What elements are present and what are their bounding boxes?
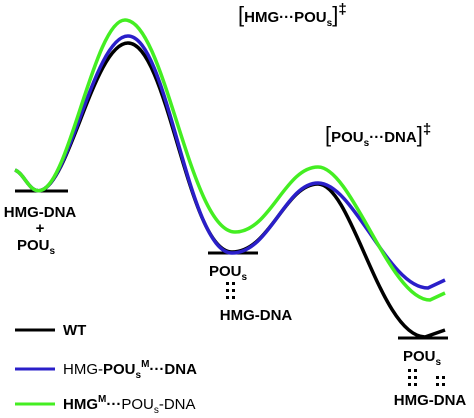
- bracket: ]: [417, 122, 423, 147]
- bracket: [: [238, 2, 244, 27]
- sub: s: [154, 405, 159, 416]
- text: POU: [103, 361, 136, 378]
- text: POU: [17, 237, 50, 254]
- interaction-dots: [226, 282, 235, 299]
- text: HMG: [63, 396, 98, 413]
- bracket: ]: [332, 2, 338, 27]
- mark: ‡: [338, 1, 346, 18]
- wt-curve: [14, 41, 446, 339]
- reactant-label: POUs: [17, 237, 56, 257]
- sub: s: [241, 272, 247, 283]
- text: HMG···POU: [244, 9, 327, 26]
- ts2-label: [POUs···DNA]‡: [325, 121, 431, 149]
- product-label: POUs: [403, 348, 442, 368]
- interaction-dots: [408, 369, 445, 386]
- sub: s: [49, 246, 55, 257]
- text: POU: [331, 129, 364, 146]
- sub: s: [327, 18, 333, 29]
- bracket: [: [325, 122, 331, 147]
- legend: WT HMG-POUsM···DNA HMGM···POUs-DNA: [15, 322, 197, 416]
- legend-label: WT: [63, 322, 86, 339]
- text: ···: [106, 396, 121, 413]
- product-label: HMG-DNA: [394, 392, 467, 409]
- text: WT: [63, 322, 86, 339]
- text: ···DNA: [369, 129, 417, 146]
- legend-label: HMG-POUsM···DNA: [63, 359, 197, 381]
- legend-label: HMGM···POUs-DNA: [63, 394, 196, 416]
- curves: [14, 18, 446, 339]
- text: POU: [121, 396, 154, 413]
- sub: s: [435, 357, 441, 368]
- sup: M: [98, 394, 106, 405]
- intermediate-label: POUs: [209, 263, 248, 283]
- sub: s: [136, 370, 142, 381]
- text: ···DNA: [149, 361, 197, 378]
- ts1-label: [HMG···POUs]‡: [238, 1, 347, 29]
- reactant-label: HMG-DNA: [4, 204, 77, 221]
- mark: ‡: [423, 121, 431, 138]
- plus: +: [36, 220, 45, 237]
- text: POU: [403, 348, 436, 365]
- text: HMG-: [63, 361, 103, 378]
- intermediate-label: HMG-DNA: [220, 307, 293, 324]
- text: -DNA: [159, 396, 196, 413]
- sup: M: [141, 359, 149, 370]
- sub: s: [364, 138, 370, 149]
- hmg-m-curve: [14, 18, 446, 302]
- text: POU: [209, 263, 242, 280]
